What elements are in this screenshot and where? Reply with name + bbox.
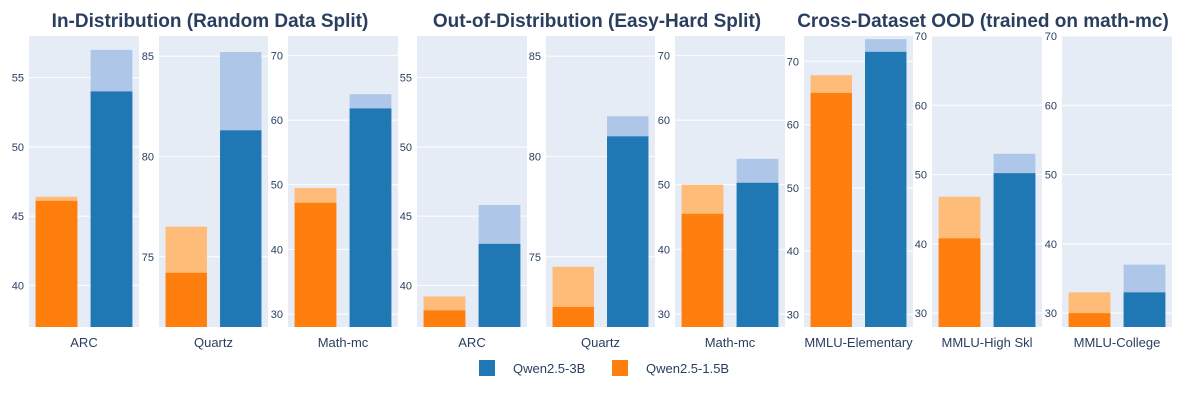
y-tick-label: 75	[529, 252, 541, 264]
panel-quartz: 75 80 85 Quartz	[529, 36, 655, 350]
y-tick-label: 40	[271, 244, 283, 256]
panel-mmlu-elementary: 30 40 50 60 70 MMLU-Elementary	[787, 36, 913, 350]
y-tick-label: 45	[400, 211, 412, 223]
bar-base-qwen2-5-3b-math-mc	[736, 182, 779, 327]
y-tick-label: 60	[1045, 100, 1057, 112]
y-tick-label: 55	[400, 73, 412, 85]
panel-mmlu-college: 30 40 50 60 70 MMLU-College	[1045, 31, 1172, 350]
category-label-quartz: Quartz	[194, 335, 233, 350]
category-label-math-mc: Math-mc	[318, 335, 369, 350]
y-tick-label: 85	[142, 51, 154, 63]
category-label-mmlu-elementary: MMLU-Elementary	[804, 335, 913, 350]
y-tick-label: 50	[1045, 170, 1057, 182]
bar-base-qwen2-5-3b-arc	[478, 243, 521, 327]
y-tick-label: 70	[1045, 31, 1057, 43]
legend-swatch-qwen2.5-1.5b	[612, 360, 628, 376]
legend-swatch-qwen2.5-3b	[479, 360, 495, 376]
group-title-out-of-distribution: Out-of-Distribution (Easy-Hard Split)	[433, 11, 761, 32]
bar-base-qwen2-5-1-5b-math-mc	[681, 213, 724, 327]
y-tick-label: 30	[658, 309, 670, 321]
panel-math-mc: 30 40 50 60 70 Math-mc	[658, 36, 785, 350]
y-tick-label: 70	[271, 50, 283, 62]
y-tick-label: 60	[271, 115, 283, 127]
group-title-cross-dataset: Cross-Dataset OOD (trained on math-mc)	[797, 11, 1169, 32]
bar-base-qwen2-5-1-5b-math-mc	[294, 202, 337, 327]
y-tick-label: 50	[787, 183, 799, 195]
legend: Qwen2.5-3B Qwen2.5-1.5B	[479, 360, 729, 376]
y-tick-label: 50	[400, 142, 412, 154]
y-tick-label: 40	[658, 244, 670, 256]
category-label-quartz: Quartz	[581, 335, 620, 350]
category-label-mmlu-high-skl: MMLU-High Skl	[941, 335, 1032, 350]
y-tick-label: 75	[142, 252, 154, 264]
category-label-mmlu-college: MMLU-College	[1074, 335, 1161, 350]
y-tick-label: 60	[787, 120, 799, 132]
bar-base-qwen2-5-3b-mmlu-high-skl	[993, 173, 1036, 327]
bar-base-qwen2-5-1-5b-mmlu-elementary	[810, 92, 852, 327]
y-tick-label: 70	[658, 50, 670, 62]
group-title-in-distribution: In-Distribution (Random Data Split)	[52, 11, 369, 32]
bar-base-qwen2-5-3b-mmlu-elementary	[865, 51, 907, 327]
y-tick-label: 50	[658, 180, 670, 192]
panel-arc: 40 45 50 55 ARC	[12, 36, 139, 350]
panel-arc: 40 45 50 55 ARC	[400, 36, 527, 350]
y-tick-label: 30	[1045, 308, 1057, 320]
y-tick-label: 30	[787, 309, 799, 321]
bar-base-qwen2-5-1-5b-mmlu-high-skl	[938, 238, 981, 327]
bar-base-qwen2-5-1-5b-quartz	[552, 306, 594, 327]
y-tick-label: 40	[915, 239, 927, 251]
y-tick-label: 70	[915, 31, 927, 43]
chart-panels: 40 45 50 55 ARC 75 80 85 Quartz 30 40 50 60 70 Math-mc…	[12, 31, 1172, 350]
y-tick-label: 70	[787, 56, 799, 68]
bar-base-qwen2-5-1-5b-mmlu-college	[1068, 313, 1111, 327]
y-tick-label: 50	[915, 170, 927, 182]
y-tick-label: 50	[271, 180, 283, 192]
bar-base-qwen2-5-3b-arc	[90, 91, 133, 327]
bar-base-qwen2-5-1-5b-arc	[423, 310, 466, 327]
y-tick-label: 40	[12, 280, 24, 292]
bar-base-qwen2-5-3b-math-mc	[349, 108, 392, 327]
y-tick-label: 60	[658, 115, 670, 127]
legend-label-qwen2.5-1.5b: Qwen2.5-1.5B	[646, 361, 729, 376]
category-label-arc: ARC	[70, 335, 97, 350]
panel-math-mc: 30 40 50 60 70 Math-mc	[271, 36, 398, 350]
bar-base-qwen2-5-1-5b-quartz	[165, 272, 207, 327]
y-tick-label: 55	[12, 73, 24, 85]
y-tick-label: 40	[400, 280, 412, 292]
y-tick-label: 60	[915, 100, 927, 112]
category-label-math-mc: Math-mc	[705, 335, 756, 350]
y-tick-label: 40	[1045, 239, 1057, 251]
bar-base-qwen2-5-3b-mmlu-college	[1123, 292, 1166, 327]
y-tick-label: 45	[12, 211, 24, 223]
y-tick-label: 80	[529, 151, 541, 163]
y-tick-label: 30	[915, 308, 927, 320]
bar-base-qwen2-5-1-5b-arc	[35, 200, 78, 327]
legend-label-qwen2.5-3b: Qwen2.5-3B	[513, 361, 585, 376]
y-tick-label: 40	[787, 246, 799, 258]
panel-mmlu-high-skl: 30 40 50 60 70 MMLU-High Skl	[915, 31, 1042, 350]
y-tick-label: 50	[12, 142, 24, 154]
y-tick-label: 85	[529, 51, 541, 63]
y-tick-label: 30	[271, 309, 283, 321]
panel-quartz: 75 80 85 Quartz	[142, 36, 268, 350]
y-tick-label: 80	[142, 151, 154, 163]
bar-base-qwen2-5-3b-quartz	[220, 130, 262, 327]
category-label-arc: ARC	[458, 335, 485, 350]
bar-base-qwen2-5-3b-quartz	[607, 136, 649, 327]
